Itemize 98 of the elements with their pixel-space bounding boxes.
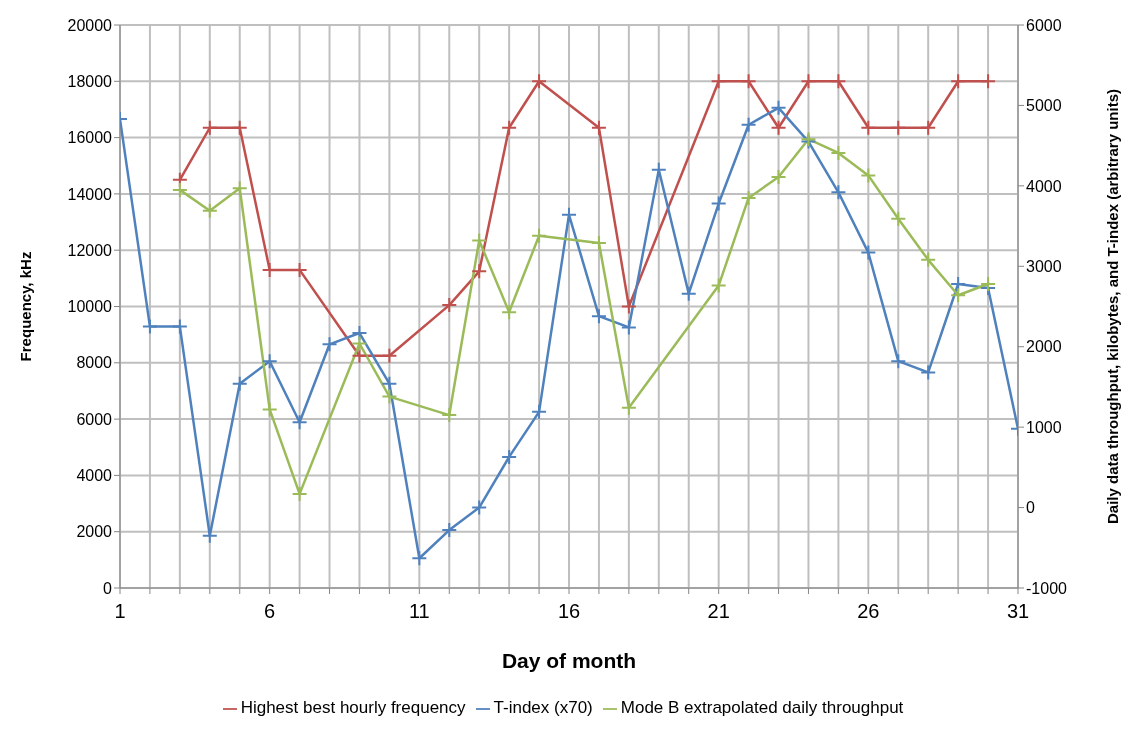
- point: [441, 407, 458, 424]
- point: [860, 244, 877, 261]
- point: [650, 161, 667, 178]
- point: [231, 375, 248, 392]
- x-tick-label: 11: [408, 600, 430, 623]
- y-tick-label: 0: [103, 579, 113, 597]
- point: [171, 318, 188, 335]
- point: [800, 73, 817, 90]
- point: [471, 263, 488, 280]
- point: [590, 308, 607, 325]
- y-tick-label: 12000: [67, 241, 113, 259]
- point: [620, 298, 637, 315]
- point: [321, 336, 338, 353]
- y-tick-label: 18000: [67, 72, 113, 90]
- point: [620, 319, 637, 336]
- point: [710, 73, 727, 90]
- point: [920, 119, 937, 136]
- y-axis-title: Frequency, kHz: [17, 251, 35, 362]
- legend-label: T-index (x70): [493, 698, 593, 717]
- point: [740, 73, 757, 90]
- x-tick-label: 21: [707, 600, 730, 623]
- x-tick-label: 1: [114, 600, 126, 623]
- point: [561, 206, 577, 223]
- point: [980, 275, 997, 292]
- point: [740, 189, 757, 206]
- x-tick-label: 26: [857, 600, 880, 623]
- point: [141, 318, 158, 335]
- y2-tick-label: 1000: [1026, 418, 1062, 436]
- x-tick-label: 6: [264, 600, 276, 623]
- point: [261, 401, 278, 418]
- y-tick-label: 20000: [67, 16, 113, 34]
- point: [950, 73, 967, 90]
- x-tick-label: 16: [557, 600, 581, 623]
- x-tick-label: 31: [1006, 600, 1030, 623]
- point: [231, 180, 248, 197]
- point: [291, 414, 308, 431]
- point: [531, 227, 548, 244]
- y-tick-label: 16000: [67, 129, 113, 147]
- point: [171, 181, 188, 198]
- point: [501, 448, 518, 465]
- y-tick-label: 10000: [67, 298, 113, 316]
- y2-axis-title: Daily data throughput, kilobytes, and T-index (arbitrary units): [1104, 88, 1122, 525]
- y2-tick-label: 2000: [1026, 338, 1062, 356]
- point: [231, 119, 248, 136]
- legend-label: Mode B extrapolated daily throughput: [620, 698, 904, 717]
- x-axis-title: Day of month: [501, 648, 637, 672]
- point: [770, 119, 787, 136]
- y2-tick-label: 3000: [1026, 257, 1062, 275]
- point: [291, 485, 308, 502]
- point: [770, 169, 787, 186]
- y-tick-label: 4000: [76, 467, 113, 485]
- point: [531, 403, 548, 420]
- point: [501, 119, 518, 136]
- point: [890, 353, 907, 370]
- point: [920, 364, 937, 381]
- point: [471, 232, 488, 249]
- y2-tick-label: -1000: [1026, 579, 1068, 597]
- point: [890, 119, 907, 136]
- point: [830, 73, 847, 90]
- point: [710, 195, 727, 212]
- y-tick-label: 6000: [76, 410, 113, 428]
- point: [980, 73, 997, 90]
- point: [501, 304, 518, 321]
- y2-tick-label: 0: [1026, 499, 1035, 517]
- point: [201, 202, 218, 219]
- point: [351, 347, 368, 364]
- y-tick-label: 14000: [67, 185, 113, 203]
- point: [680, 285, 697, 302]
- point: [381, 375, 398, 392]
- y-tick-label: 2000: [76, 523, 113, 541]
- point: [830, 144, 847, 161]
- point: [351, 335, 368, 352]
- point: [261, 353, 278, 370]
- point: [590, 234, 607, 251]
- y2-tick-label: 6000: [1026, 16, 1062, 34]
- point: [441, 297, 458, 314]
- legend-label: Highest best hourly frequency: [240, 698, 466, 717]
- point: [201, 119, 218, 136]
- point: [381, 347, 398, 364]
- point: [441, 522, 458, 539]
- point: [471, 499, 488, 516]
- point: [710, 277, 727, 294]
- y2-tick-label: 4000: [1026, 177, 1062, 195]
- point: [770, 99, 787, 116]
- point: [950, 287, 967, 304]
- point: [830, 184, 847, 201]
- point: [620, 399, 637, 416]
- y2-tick-label: 5000: [1026, 97, 1062, 115]
- point: [531, 73, 548, 90]
- point: [740, 116, 757, 133]
- point: [590, 119, 607, 136]
- point: [860, 167, 877, 184]
- point: [381, 388, 398, 405]
- y-tick-label: 8000: [76, 354, 113, 372]
- point: [920, 251, 937, 268]
- point: [860, 119, 877, 136]
- point: [411, 550, 428, 567]
- point: [890, 210, 907, 227]
